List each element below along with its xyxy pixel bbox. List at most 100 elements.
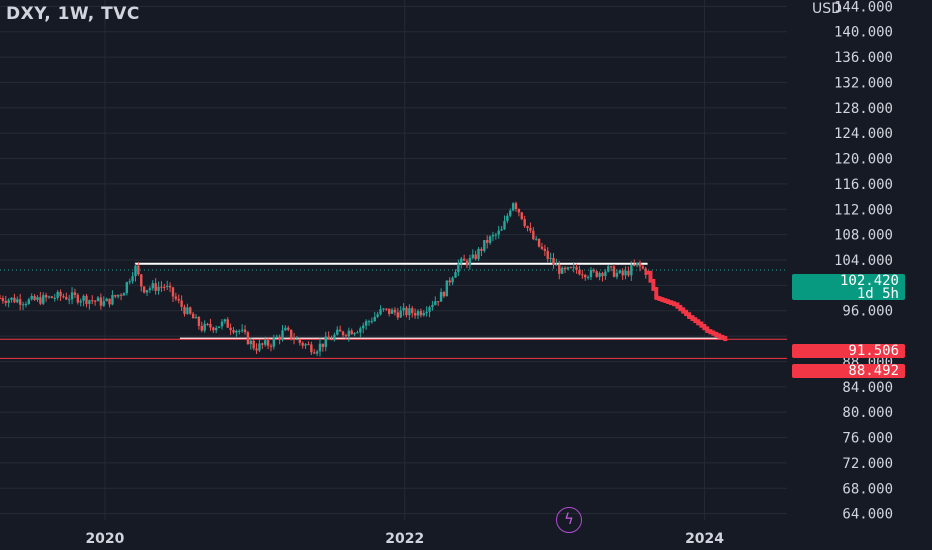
time-tick-label: 2022 bbox=[385, 531, 424, 547]
horizontal-levels bbox=[0, 262, 787, 359]
candle-body bbox=[53, 297, 56, 299]
candle-body bbox=[229, 327, 232, 331]
candle-body bbox=[534, 238, 538, 240]
candle-body bbox=[99, 297, 103, 306]
projection-bar bbox=[645, 270, 650, 275]
candle-body bbox=[578, 269, 581, 275]
lightning-bolt-icon[interactable]: ϟ bbox=[556, 507, 582, 533]
candle-body bbox=[157, 286, 160, 291]
candle-body bbox=[258, 343, 261, 351]
candle-body bbox=[566, 267, 570, 270]
candle-body bbox=[434, 301, 437, 305]
candle-body bbox=[439, 292, 443, 302]
candle-body bbox=[255, 348, 258, 351]
projection-bar bbox=[678, 304, 683, 312]
candle-body bbox=[350, 330, 353, 335]
candle-body bbox=[586, 277, 590, 279]
candle-body bbox=[529, 227, 532, 231]
candle-body bbox=[474, 254, 477, 259]
candle-body bbox=[217, 326, 221, 328]
candle-body bbox=[154, 283, 157, 291]
candle-body bbox=[471, 254, 474, 259]
candle-body bbox=[148, 288, 152, 291]
candle-body bbox=[36, 297, 39, 300]
candle-body bbox=[131, 276, 134, 282]
price-tick-label: 116.000 bbox=[834, 177, 893, 193]
candle-body bbox=[301, 342, 304, 346]
candle-body bbox=[91, 300, 94, 302]
candle-body bbox=[373, 316, 376, 322]
price-axis[interactable]: 64.00068.00072.00076.00080.00084.00088.0… bbox=[834, 0, 893, 523]
candle-body bbox=[552, 257, 555, 265]
time-tick-label: 2020 bbox=[85, 531, 124, 547]
candle-body bbox=[618, 270, 621, 273]
candle-body bbox=[405, 307, 408, 316]
candle-body bbox=[304, 344, 307, 346]
candle-body bbox=[402, 307, 405, 311]
candle-body bbox=[246, 332, 250, 345]
candle-body bbox=[33, 295, 36, 300]
last-price-value: 102.420 bbox=[839, 273, 899, 289]
candle-body bbox=[592, 270, 596, 272]
candle-body bbox=[477, 248, 480, 259]
projection-bar bbox=[711, 330, 716, 336]
candle-body bbox=[575, 266, 578, 270]
time-tick-label: 2024 bbox=[685, 531, 724, 547]
candle-body bbox=[82, 295, 85, 301]
candle-body bbox=[621, 270, 624, 276]
price-tick-label: 132.000 bbox=[834, 75, 893, 91]
projection-bar bbox=[672, 302, 677, 307]
candle-body bbox=[93, 300, 97, 302]
candle-body bbox=[50, 296, 54, 299]
candle-body bbox=[261, 343, 264, 345]
candle-body bbox=[480, 248, 483, 251]
candle-body bbox=[581, 274, 584, 276]
candle-body bbox=[252, 340, 255, 349]
candle-body bbox=[396, 312, 400, 318]
candle-body bbox=[21, 304, 25, 306]
candle-body bbox=[393, 309, 397, 313]
projection-bar bbox=[681, 307, 686, 314]
candle-body bbox=[494, 234, 498, 236]
candle-body bbox=[76, 294, 80, 303]
candle-body bbox=[344, 335, 348, 337]
time-axis[interactable]: 2020 2022 2024 bbox=[85, 531, 724, 547]
candle-body bbox=[448, 280, 451, 283]
candle-body bbox=[203, 323, 206, 331]
candle-body bbox=[96, 297, 100, 302]
candle-body bbox=[194, 317, 198, 319]
candle-body bbox=[584, 274, 587, 278]
candle-body bbox=[65, 296, 68, 300]
candle-body bbox=[382, 308, 385, 310]
candle-body bbox=[266, 340, 270, 346]
candle-body bbox=[338, 329, 342, 332]
candle-body bbox=[532, 230, 535, 240]
candle-body bbox=[615, 272, 619, 277]
candle-body bbox=[189, 307, 192, 314]
candle-body bbox=[560, 267, 564, 274]
candle-body bbox=[511, 203, 515, 211]
candle-body bbox=[313, 352, 316, 354]
candle-body bbox=[457, 263, 460, 273]
candle-body bbox=[454, 272, 457, 278]
candle-body bbox=[604, 271, 607, 277]
candle-body bbox=[408, 308, 411, 316]
candle-body bbox=[362, 325, 365, 329]
candle-body bbox=[517, 209, 521, 213]
candle-body bbox=[281, 330, 284, 340]
candle-body bbox=[122, 293, 126, 296]
projection-bar bbox=[663, 298, 668, 303]
candle-body bbox=[485, 240, 489, 243]
candle-body bbox=[292, 338, 296, 340]
candle-body bbox=[39, 297, 42, 304]
price-tick-label: 112.000 bbox=[834, 202, 893, 218]
candle-body bbox=[641, 266, 645, 269]
candle-body bbox=[411, 308, 414, 314]
candle-body bbox=[327, 336, 330, 340]
candle-body bbox=[523, 219, 526, 227]
candle-body bbox=[549, 257, 552, 259]
candle-body bbox=[278, 336, 281, 340]
candle-body bbox=[558, 264, 561, 274]
candle-body bbox=[160, 286, 163, 288]
